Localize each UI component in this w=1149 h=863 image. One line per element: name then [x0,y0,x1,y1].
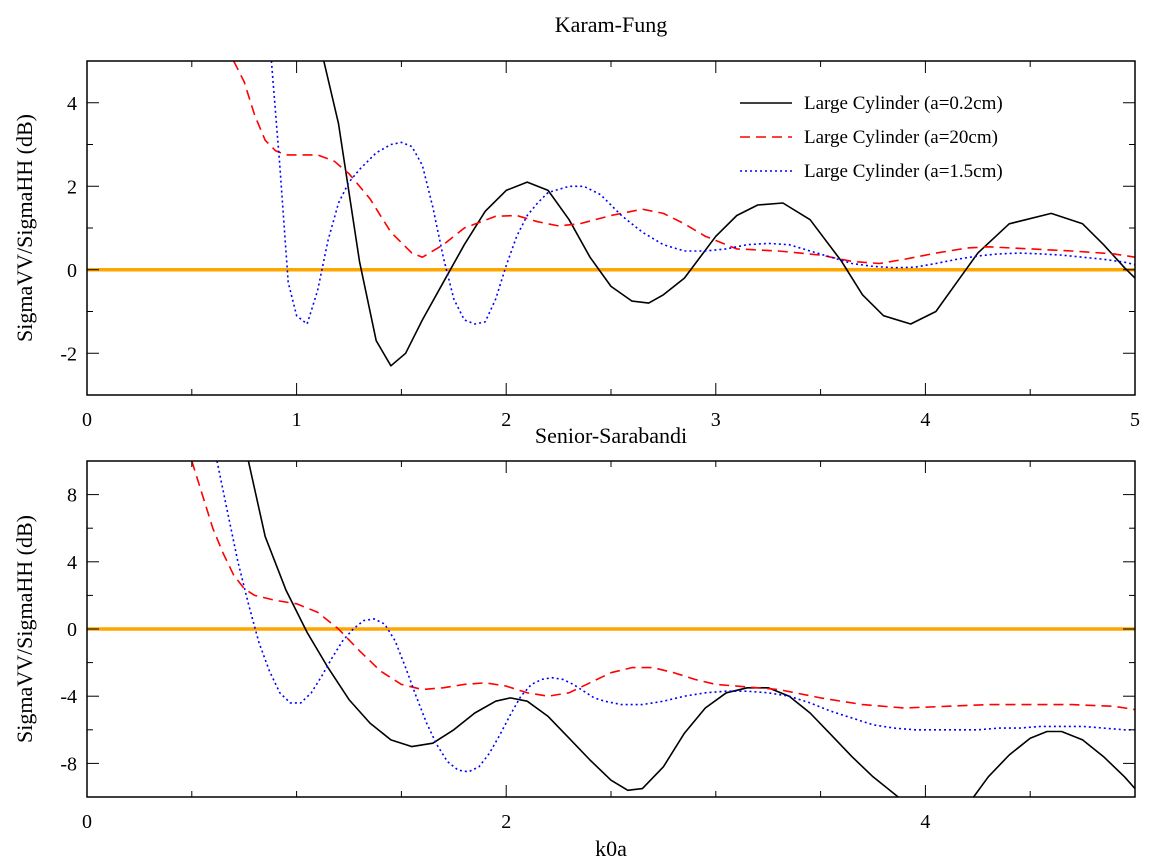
plot-area [87,61,1135,367]
y-tick-label: -2 [60,343,77,365]
y-tick-label: -8 [60,753,77,775]
y-tick-label: 0 [67,260,77,282]
x-tick-label: 4 [920,409,930,431]
x-tick-label: 0 [82,811,92,833]
series-line-2 [232,61,1135,265]
y-tick-label: 2 [67,176,77,198]
y-tick-label: 4 [67,93,77,115]
y-tick-label: -4 [60,686,77,708]
y-tick-label: 4 [67,552,77,574]
series-line-3 [270,61,1135,325]
series-line-1 [247,461,899,797]
y-axis-label: SigmaVV/SigmaHH (dB) [12,515,37,743]
panel-1: Karam-Fung 0 1 2 3 4 5 -2 0 2 4 SigmaVV/SigmaHH (dB… [12,12,1140,431]
x-tick-label: 2 [501,811,511,833]
plot-area [87,461,1135,797]
panel-2: Senior-Sarabandi 0 2 4 -8 -4 0 4 8 SigmaVV/SigmaH… [12,423,1136,861]
x-axis-label: k0a [595,836,627,861]
series-line-1 [323,61,1135,367]
x-tick-label: 2 [501,409,511,431]
y-axis-label: SigmaVV/SigmaHH (dB) [12,114,37,342]
chart-title: Karam-Fung [555,12,667,37]
legend-label: Large Cylinder (a=20cm) [804,127,998,148]
y-tick-label: 8 [67,485,77,507]
x-tick-label: 3 [711,409,721,431]
legend: Large Cylinder (a=0.2cm) Large Cylinder (… [740,93,1003,182]
y-tick-label: 0 [67,619,77,641]
chart-title: Senior-Sarabandi [535,423,687,448]
legend-label: Large Cylinder (a=1.5cm) [804,161,1003,182]
series-line-2 [191,461,1135,711]
legend-label: Large Cylinder (a=0.2cm) [804,93,1003,114]
x-tick-label: 5 [1130,409,1140,431]
series-line-3 [216,461,1135,773]
x-tick-label: 0 [82,409,92,431]
series-line-1-part2 [972,730,1135,797]
x-tick-label: 1 [292,409,302,431]
x-tick-label: 4 [920,811,930,833]
